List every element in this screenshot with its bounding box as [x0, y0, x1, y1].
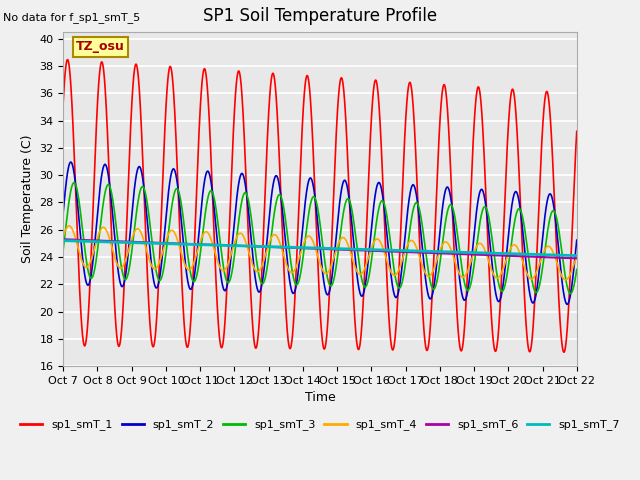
- X-axis label: Time: Time: [305, 391, 335, 404]
- Title: SP1 Soil Temperature Profile: SP1 Soil Temperature Profile: [203, 7, 437, 25]
- Y-axis label: Soil Temperature (C): Soil Temperature (C): [20, 135, 34, 264]
- Legend: sp1_smT_1, sp1_smT_2, sp1_smT_3, sp1_smT_4, sp1_smT_6, sp1_smT_7: sp1_smT_1, sp1_smT_2, sp1_smT_3, sp1_smT…: [16, 415, 624, 435]
- Text: No data for f_sp1_smT_5: No data for f_sp1_smT_5: [3, 12, 140, 23]
- Text: TZ_osu: TZ_osu: [76, 40, 125, 53]
